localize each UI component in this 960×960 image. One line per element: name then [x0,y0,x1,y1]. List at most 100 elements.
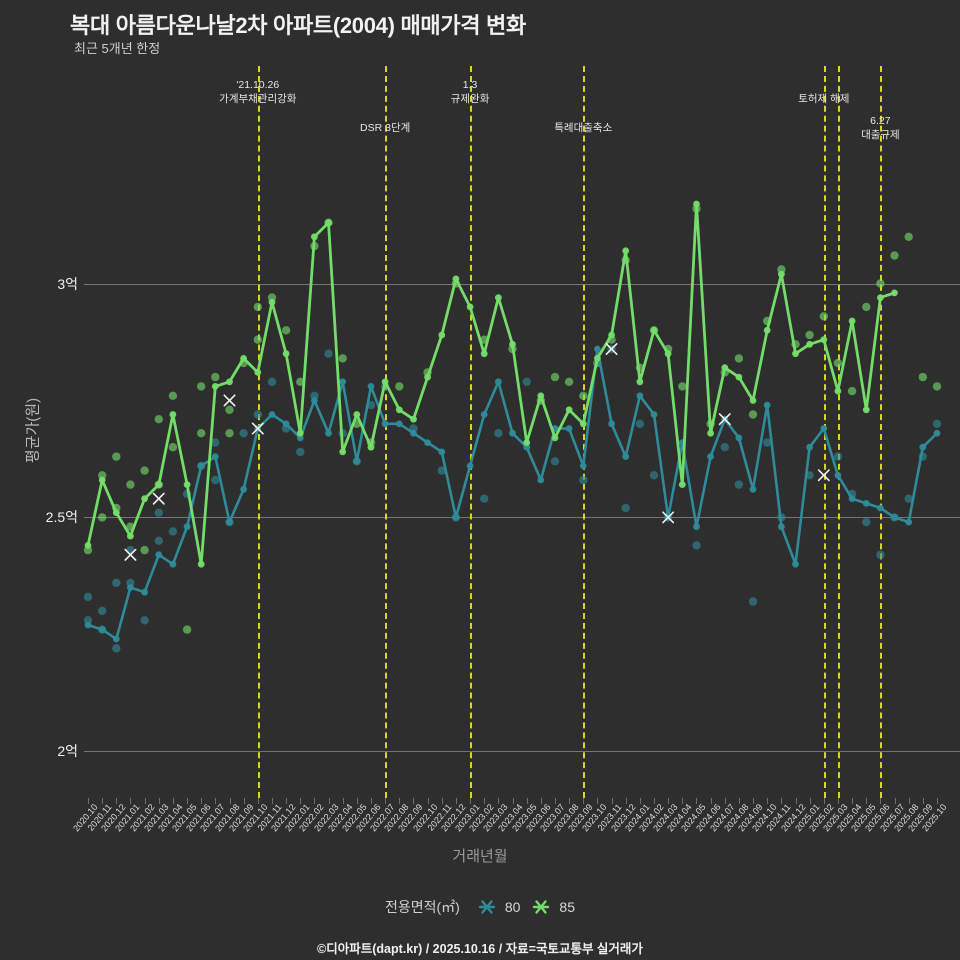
scatter-point [734,354,744,363]
scatter-point [395,382,404,391]
scatter-point [678,382,687,391]
series-point-80 [268,411,276,418]
highlight-x-marker [152,492,165,505]
x-tick [908,798,910,804]
event-line [385,66,388,798]
series-point-80 [126,584,134,591]
x-tick [158,798,160,804]
series-point-80 [933,429,941,437]
x-tick [880,798,882,804]
scatter-point [734,480,744,489]
series-point-80 [749,485,757,493]
event-annotation-label: 특례대출축소 [554,122,613,134]
series-point-85 [98,476,106,484]
x-tick [116,798,118,804]
scatter-point [904,494,913,503]
series-point-85 [226,378,233,386]
series-point-85 [848,317,856,325]
series-point-80 [565,425,573,432]
x-tick [696,798,698,804]
x-tick [130,798,132,804]
x-tick [144,798,146,804]
x-tick [328,798,330,804]
series-point-85 [537,392,545,400]
x-tick [611,798,613,804]
series-point-85 [778,270,785,278]
x-tick [526,798,528,804]
scatter-point [833,452,843,461]
gridline [84,283,960,285]
scatter-point [140,466,149,475]
y-tick-label: 2억 [57,743,78,760]
series-point-80 [169,560,177,568]
scatter-point [720,443,729,452]
x-tick [837,798,839,804]
x-tick [229,798,231,804]
x-tick [342,798,344,804]
scatter-point [140,616,149,625]
x-tick [413,798,415,804]
series-point-80 [325,429,332,437]
series-point-85 [141,495,149,503]
footer-credit: ©디아파트(dapt.kr) / 2025.10.16 / 자료=국토교통부 실… [317,942,643,956]
legend-item-85[interactable]: 85 [530,898,575,916]
series-point-85 [495,294,502,301]
x-tick [215,798,217,804]
x-tick [356,798,358,804]
scatter-point [112,644,121,653]
series-point-85 [792,350,799,358]
scatter-point [932,419,942,428]
scatter-point [140,545,149,555]
scatter-point [197,382,206,391]
series-point-85 [325,219,332,227]
event-line [837,66,840,798]
event-annotation-label: DSR 3단계 [360,122,411,134]
series-point-80 [792,560,799,568]
series-point-80 [282,420,290,428]
series-point-85 [721,364,729,372]
x-tick [710,798,712,804]
series-point-80 [438,448,446,456]
scatter-point [168,443,178,452]
series-point-85 [126,532,134,540]
scatter-point [296,377,305,386]
legend-item-80[interactable]: 80 [476,898,520,916]
x-tick [498,798,500,804]
event-annotation-label: 6.27 대출규제 [861,115,900,142]
scatter-point [182,625,192,634]
series-point-85 [254,369,262,376]
series-point-80 [594,345,601,353]
x-tick [937,798,938,804]
legend: 전용면적(㎡) 80 85 [0,897,960,917]
series-point-85 [466,303,474,311]
series-point-80 [862,500,870,507]
scatter-point [338,354,347,363]
x-tick [455,798,457,804]
series-point-85 [707,429,714,437]
event-line [470,66,473,798]
series-point-80 [466,462,474,470]
series-point-80 [98,626,106,633]
scatter-point [98,513,107,522]
x-tick [243,798,245,804]
series-point-80 [296,434,304,442]
series-point-85 [650,326,658,334]
x-tick [399,798,401,804]
series-point-80 [537,476,545,484]
highlight-x-marker [223,394,236,407]
scatter-point [154,508,163,517]
series-point-85 [862,406,870,414]
series-point-80 [141,588,149,596]
series-point-85 [211,383,219,390]
x-axis-title: 거래년월 [452,848,508,865]
x-tick [654,798,655,804]
asterisk-icon [478,900,496,914]
series-point-85 [565,406,573,414]
event-line [583,66,586,798]
scatter-point [621,503,630,513]
page-subtitle: 최근 5개년 한정 [74,41,161,56]
series-point-85 [636,378,644,386]
series-point-80 [226,518,233,526]
scatter-point [211,475,220,485]
